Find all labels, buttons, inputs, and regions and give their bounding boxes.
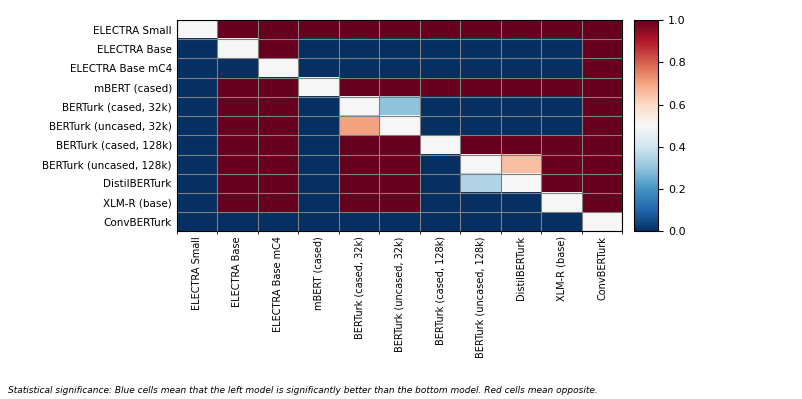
Text: Statistical significance: Blue cells mean that the left model is significantly b: Statistical significance: Blue cells mea… xyxy=(8,386,597,395)
